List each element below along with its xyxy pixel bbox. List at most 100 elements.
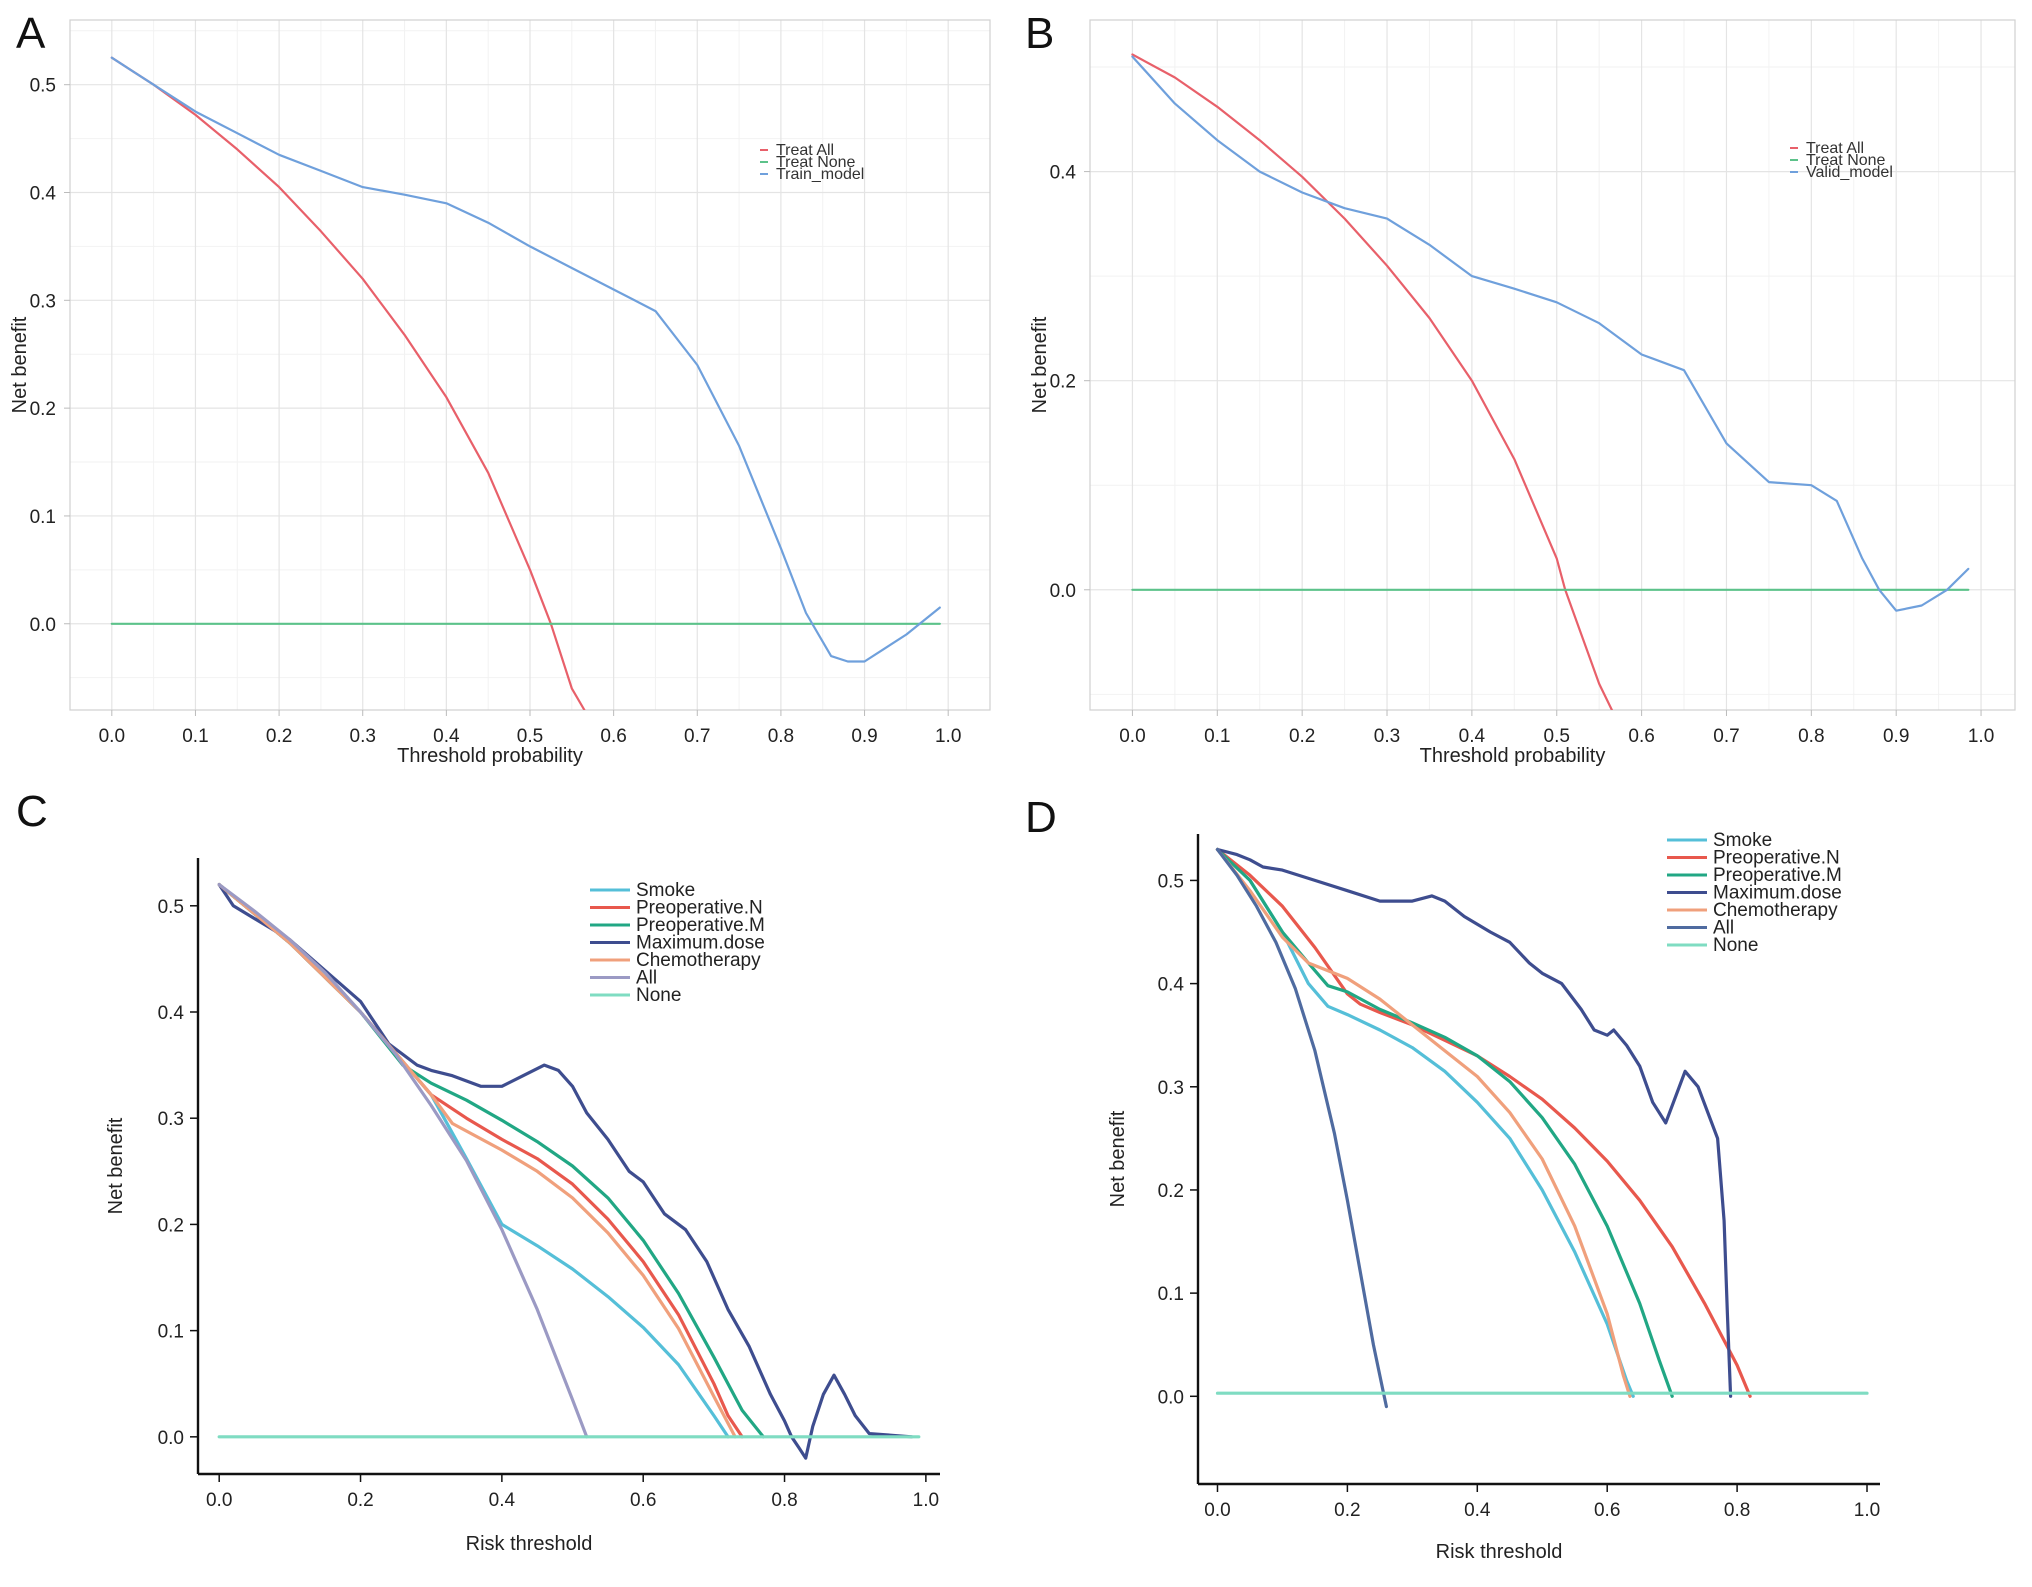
y-tick-label: 0.1	[1158, 1284, 1184, 1305]
legend: SmokePreoperative.NPreoperative.MMaximum…	[590, 880, 765, 1006]
panel-letter-d: D	[1025, 793, 1057, 842]
legend-label: All	[636, 968, 657, 989]
x-tick-label: 0.4	[489, 1490, 516, 1511]
x-axis-label: Threshold probability	[1420, 745, 1606, 767]
legend-label: Valid_model	[1806, 164, 1893, 181]
legend-label: Preoperative.M	[636, 915, 765, 936]
x-tick-label: 0.3	[1374, 726, 1400, 747]
series-group	[217, 882, 921, 1460]
x-tick-label: 0.7	[1713, 726, 1739, 747]
series-line-all	[217, 882, 589, 1439]
y-tick-label: 0.1	[30, 507, 56, 528]
series-group	[1131, 53, 1970, 710]
x-tick-label: 0.6	[600, 726, 626, 747]
legend-entry-smoke: Smoke	[590, 880, 695, 901]
panel-letter-c: C	[16, 787, 48, 836]
legend-label: Treat All	[776, 142, 834, 159]
y-tick-label: 0.4	[158, 1003, 185, 1024]
y-tick-label: 0.1	[158, 1322, 184, 1343]
x-tick-label: 0.2	[1289, 726, 1315, 747]
series-line-maximum-dose	[217, 882, 914, 1460]
panel-c-plot: 0.0 0.2 0.4 0.6 0.8 1.0 0.0 0.1 0.2 0.3 0.4 0.5 Risk…	[105, 858, 940, 1555]
legend-entry-treat-all: Treat All	[1790, 140, 1864, 157]
x-tick-label: 0.8	[1724, 1500, 1750, 1521]
x-tick-label: 0.6	[1594, 1500, 1620, 1521]
series-line-treat-all	[110, 56, 586, 710]
panel-a: A 0.0 0.1 0.2 0.3 0.4 0.5 0.6 0.7 0.8 0.9 1.00.00.…	[9, 9, 991, 767]
x-tick-label: 0.5	[517, 726, 543, 747]
x-axis-label: Risk threshold	[466, 1533, 593, 1555]
series-line-train-model	[110, 56, 941, 663]
y-axis-label: Net benefit	[1029, 316, 1051, 413]
legend-entry-preoperative-m: Preoperative.M	[590, 915, 765, 936]
legend-entry-treat-none: Treat None	[1790, 152, 1886, 169]
legend-entry-none: None	[590, 985, 681, 1006]
x-tick-label: 0.0	[206, 1490, 232, 1511]
y-tick-label: 0.4	[30, 184, 57, 205]
legend-label: Treat All	[1806, 140, 1864, 157]
y-tick-label: 0.5	[1158, 871, 1184, 892]
x-tick-label: 0.8	[771, 1490, 797, 1511]
legend-entry-all: All	[1667, 918, 1734, 939]
x-tick-label: 0.3	[350, 726, 376, 747]
legend-label: Chemotherapy	[636, 950, 761, 971]
x-axis-label: Threshold probability	[397, 745, 583, 767]
y-tick-label: 0.0	[1050, 581, 1076, 602]
y-tick-label: 0.4	[1158, 975, 1185, 996]
x-tick-label: 0.8	[768, 726, 794, 747]
legend-entry-maximum-dose: Maximum.dose	[1667, 883, 1842, 904]
legend-entry-valid-model: Valid_model	[1790, 164, 1893, 181]
legend-entry-all: All	[590, 968, 657, 989]
series-line-valid-model	[1131, 55, 1970, 612]
x-tick-label: 0.2	[266, 726, 292, 747]
x-tick-label: 0.2	[347, 1490, 373, 1511]
legend-label: Chemotherapy	[1713, 900, 1838, 921]
legend-entry-preoperative-n: Preoperative.N	[590, 898, 763, 919]
legend-entry-maximum-dose: Maximum.dose	[590, 933, 765, 954]
y-tick-label: 0.4	[1050, 163, 1077, 184]
panel-d: D 0.0 0.2 0.4 0.6 0.8 1.0 0.0 0.1 0.2 0.3 0.4 0.5 Ri…	[1025, 793, 1880, 1563]
panel-letter-a: A	[16, 9, 46, 58]
x-tick-label: 0.0	[1119, 726, 1145, 747]
panel-letter-b: B	[1025, 9, 1054, 58]
legend-label: Treat None	[776, 154, 856, 171]
x-tick-label: 0.6	[630, 1490, 656, 1511]
y-tick-label: 0.3	[158, 1109, 184, 1130]
x-tick-label: 0.4	[1459, 726, 1486, 747]
plot-frame	[1089, 19, 2016, 711]
series-line-chemotherapy	[1215, 847, 1632, 1398]
legend-label: None	[1713, 935, 1758, 956]
y-tick-label: 0.3	[30, 291, 56, 312]
x-tick-label: 1.0	[913, 1490, 939, 1511]
series-group	[1215, 847, 1869, 1409]
legend-entry-smoke: Smoke	[1667, 830, 1772, 851]
panel-b-plot: 0.0 0.1 0.2 0.3 0.4 0.5 0.6 0.7 0.8 0.9 1.0 0.0 0.2 0…	[1029, 19, 2016, 767]
y-tick-label: 0.5	[158, 897, 184, 918]
x-tick-label: 0.2	[1334, 1500, 1360, 1521]
legend-label: Maximum.dose	[636, 933, 765, 954]
y-tick-label: 0.0	[30, 615, 56, 636]
legend-label: Preoperative.M	[1713, 865, 1842, 886]
x-tick-label: 0.4	[433, 726, 460, 747]
legend-label: Smoke	[636, 880, 695, 901]
y-tick-label: 0.0	[1158, 1387, 1184, 1408]
legend-entry-treat-none: Treat None	[760, 154, 856, 171]
x-tick-label: 0.9	[851, 726, 877, 747]
y-axis-label: Net benefit	[9, 316, 31, 413]
x-tick-label: 0.6	[1628, 726, 1654, 747]
x-tick-label: 0.9	[1883, 726, 1909, 747]
x-tick-label: 1.0	[1854, 1500, 1880, 1521]
x-tick-label: 1.0	[935, 726, 961, 747]
x-tick-label: 0.0	[1204, 1500, 1230, 1521]
series-group	[110, 56, 941, 710]
y-axis-label: Net benefit	[1107, 1110, 1129, 1207]
x-tick-label: 0.0	[99, 726, 125, 747]
legend-label: Preoperative.N	[1713, 848, 1840, 869]
legend-label: None	[636, 985, 681, 1006]
x-tick-label: 0.8	[1798, 726, 1824, 747]
legend-entry-treat-all: Treat All	[760, 142, 834, 159]
panel-c: C 0.0 0.2 0.4 0.6 0.8 1.0 0.0 0.1 0.2 0.3 0.4 0.5 Ri…	[16, 787, 940, 1555]
y-tick-label: 0.5	[30, 76, 56, 97]
